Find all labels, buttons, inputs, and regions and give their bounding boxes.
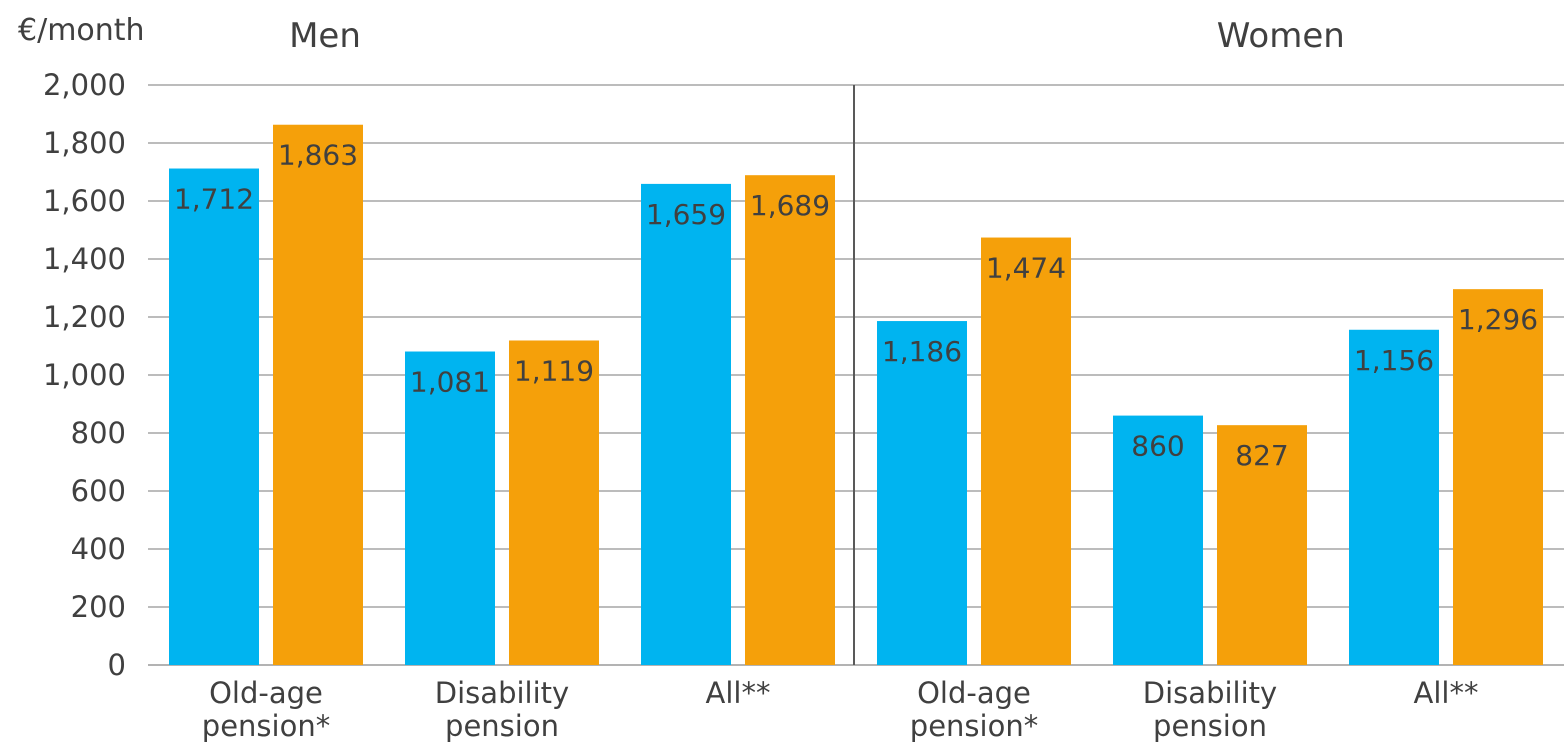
group-title: Women bbox=[1217, 16, 1345, 56]
bar bbox=[1217, 425, 1307, 665]
bar bbox=[1453, 289, 1543, 665]
data-label: 1,119 bbox=[514, 354, 594, 387]
y-tick-label: 0 bbox=[108, 648, 126, 682]
bar bbox=[877, 321, 967, 665]
bars bbox=[169, 124, 1543, 666]
group-title: Men bbox=[289, 16, 361, 56]
y-tick-label: 1,200 bbox=[43, 300, 126, 334]
data-label: 1,156 bbox=[1354, 344, 1434, 377]
y-tick-label: 1,800 bbox=[43, 126, 126, 160]
category-label: Old-age pension* bbox=[202, 676, 330, 743]
bar bbox=[169, 168, 259, 665]
data-label: 860 bbox=[1131, 430, 1184, 463]
y-tick-label: 1,000 bbox=[43, 358, 126, 392]
y-tick-label: 400 bbox=[71, 532, 126, 566]
category-label: All** bbox=[706, 676, 771, 710]
y-tick-label: 600 bbox=[71, 474, 126, 508]
bar bbox=[641, 183, 731, 665]
category-label: Old-age pension* bbox=[910, 676, 1038, 743]
data-label: 1,474 bbox=[986, 252, 1066, 285]
data-label: 827 bbox=[1235, 439, 1288, 472]
category-label: Disability pension bbox=[1143, 676, 1277, 743]
category-label: All** bbox=[1414, 676, 1479, 710]
data-label: 1,712 bbox=[174, 183, 254, 216]
bar bbox=[981, 237, 1071, 666]
data-label: 1,659 bbox=[646, 198, 726, 231]
bar bbox=[1349, 329, 1439, 665]
gridlines bbox=[148, 84, 1564, 666]
data-label: 1,186 bbox=[882, 335, 962, 368]
category-label: Disability pension bbox=[435, 676, 569, 743]
bar bbox=[509, 340, 599, 665]
data-label: 1,863 bbox=[278, 139, 358, 172]
bar bbox=[745, 175, 835, 665]
data-labels: 1,712 1,863 1,081 1,119 1,659 1,689 1,186 1,474… bbox=[174, 139, 1538, 472]
y-tick-label: 2,000 bbox=[43, 68, 126, 102]
bar bbox=[405, 351, 495, 665]
category-labels: Old-age pension* Disability pension All** Old… bbox=[202, 676, 1479, 743]
data-label: 1,296 bbox=[1458, 303, 1538, 336]
y-axis-unit-label: €/month bbox=[18, 13, 145, 48]
data-label: 1,689 bbox=[750, 189, 830, 222]
y-tick-label: 1,600 bbox=[43, 184, 126, 218]
y-tick-label: 200 bbox=[71, 590, 126, 624]
y-tick-label: 1,400 bbox=[43, 242, 126, 276]
group-titles: Men Women bbox=[289, 16, 1345, 56]
bar bbox=[1113, 415, 1203, 665]
y-tick-label: 800 bbox=[71, 416, 126, 450]
data-label: 1,081 bbox=[410, 366, 490, 399]
y-axis-ticks: 0 200 400 600 800 1,000 1,200 1,400 1,600 1,800 2,… bbox=[43, 68, 126, 682]
bar bbox=[273, 124, 363, 666]
